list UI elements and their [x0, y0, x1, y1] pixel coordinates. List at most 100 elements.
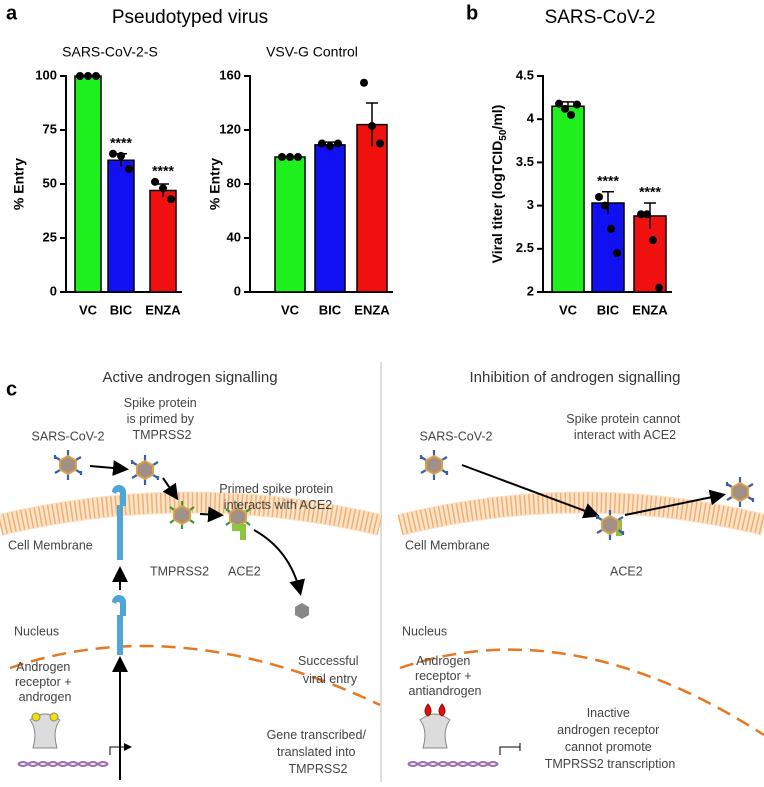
- label: Inactive androgen receptor cannot promot…: [545, 706, 676, 771]
- line: viral entry: [303, 672, 358, 686]
- group-title: Pseudotyped virus: [112, 7, 268, 28]
- data-point: [607, 224, 615, 233]
- y-tick-label: 3: [527, 197, 534, 212]
- blocked-promoter: [499, 743, 521, 755]
- data-point: [326, 142, 334, 151]
- label: Androgen receptor + antiandrogen: [409, 654, 482, 698]
- y-tick-label: 4: [527, 111, 535, 126]
- line: Primed spike protein: [219, 482, 333, 496]
- line: is primed by: [127, 412, 195, 426]
- diagram: c Active androgen signalling Inhibition …: [0, 362, 764, 782]
- label: Successful viral entry: [298, 654, 362, 686]
- x-tick-label: VC: [559, 302, 578, 317]
- panel-title: Inhibition of androgen signalling: [470, 369, 681, 386]
- label: Spike protein cannot interact with ACE2: [566, 412, 683, 442]
- panel-title: Active androgen signalling: [102, 369, 277, 386]
- line: TMPRSS2: [288, 762, 347, 776]
- label: Gene transcribed/ translated into TMPRSS…: [267, 728, 370, 776]
- label-part: /ml): [489, 105, 505, 130]
- bar: [74, 75, 102, 293]
- chart-title: SARS-CoV-2: [545, 7, 656, 28]
- line: androgen: [19, 690, 72, 704]
- line: receptor +: [415, 669, 472, 683]
- data-point: [360, 78, 368, 87]
- panel-label: c: [6, 378, 17, 400]
- data-point: [151, 177, 159, 186]
- line: antiandrogen: [409, 684, 482, 698]
- data-point: [278, 153, 286, 161]
- bar: [107, 159, 135, 293]
- y-tick-label: 2.5: [516, 240, 534, 255]
- androgen-receptor: [29, 703, 451, 749]
- entered-virus: [295, 603, 309, 619]
- label: Nucleus: [14, 624, 59, 638]
- line: interact with ACE2: [574, 428, 676, 442]
- y-tick-label: 160: [219, 67, 241, 82]
- y-tick-label: 2: [527, 283, 534, 298]
- promoter-arrow: [109, 743, 132, 755]
- data-point: [117, 151, 125, 160]
- x-tick-label: ENZA: [354, 302, 390, 317]
- bar: [149, 189, 177, 293]
- y-axis-label: % Entry: [11, 158, 27, 210]
- data-point: [294, 153, 302, 161]
- label: Nucleus: [402, 624, 447, 638]
- label: ACE2: [610, 564, 643, 578]
- x-tick-label: BIC: [597, 302, 620, 317]
- line: Inactive: [587, 706, 630, 720]
- data-point: [92, 72, 100, 80]
- y-tick-label: 4.5: [516, 67, 534, 82]
- label: Androgen receptor + androgen: [15, 660, 75, 704]
- data-point: [555, 99, 563, 108]
- data-point: [613, 249, 621, 258]
- data-point: [84, 72, 92, 80]
- data-point: [76, 72, 84, 80]
- label: Cell Membrane: [405, 538, 490, 552]
- x-tick-label: VC: [281, 302, 300, 317]
- data-point: [318, 139, 326, 148]
- data-point: [649, 236, 657, 245]
- data-point: [643, 210, 651, 219]
- line: Gene transcribed/: [267, 728, 367, 742]
- label: ACE2: [228, 564, 261, 578]
- bar: [591, 202, 625, 293]
- data-point: [125, 164, 133, 173]
- significance: ****: [152, 163, 174, 179]
- data-point: [376, 139, 384, 148]
- line: receptor +: [15, 675, 72, 689]
- data-point: [159, 184, 167, 193]
- data-point: [368, 121, 376, 130]
- bar: [551, 105, 585, 293]
- nucleus-envelope: [9, 644, 764, 737]
- y-tick-label: 75: [43, 121, 57, 136]
- y-tick-label: 40: [227, 229, 241, 244]
- membrane: [0, 491, 764, 536]
- panel-label: b: [466, 2, 478, 24]
- data-point: [595, 192, 603, 201]
- x-tick-label: BIC: [110, 302, 133, 317]
- x-tick-label: BIC: [319, 302, 342, 317]
- data-point: [601, 201, 609, 210]
- bar: [356, 123, 388, 293]
- line: Androgen: [416, 654, 470, 668]
- label: SARS-CoV-2: [32, 429, 105, 443]
- x-tick-label: ENZA: [632, 302, 668, 317]
- y-tick-label: 25: [43, 229, 57, 244]
- bar: [274, 156, 306, 293]
- label: SARS-CoV-2: [420, 429, 493, 443]
- label: Cell Membrane: [8, 538, 93, 552]
- label: TMPRSS2: [150, 564, 209, 578]
- data-point: [561, 104, 569, 113]
- y-tick-label: 80: [227, 175, 241, 190]
- dna: [17, 761, 499, 767]
- y-tick-label: 100: [35, 67, 57, 82]
- line: translated into: [277, 745, 356, 759]
- panel-label: a: [6, 2, 18, 24]
- data-point: [167, 195, 175, 204]
- x-tick-label: VC: [79, 302, 98, 317]
- line: Androgen: [16, 660, 70, 674]
- tmprss2: [112, 485, 126, 655]
- line: cannot promote: [565, 740, 652, 754]
